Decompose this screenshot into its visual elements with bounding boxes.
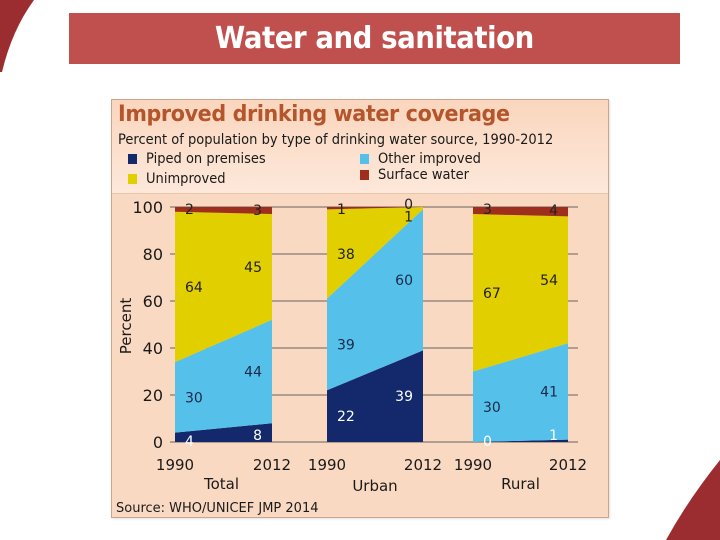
legend-item-surface-water: Surface water bbox=[360, 167, 469, 183]
data-label: 39 bbox=[337, 337, 355, 353]
legend-label: Piped on premises bbox=[146, 151, 266, 167]
area-urban-surface-water bbox=[327, 207, 423, 210]
area-urban-piped-on-premises bbox=[327, 350, 423, 442]
data-label: 0 bbox=[404, 197, 413, 213]
data-label: 30 bbox=[483, 400, 501, 416]
y-axis-label: Percent bbox=[117, 298, 135, 355]
area-total-unimproved bbox=[175, 211, 272, 363]
legend-item-unimproved: Unimproved bbox=[128, 171, 226, 187]
data-label: 8 bbox=[253, 428, 262, 444]
data-label: 3 bbox=[483, 202, 492, 218]
group-label-rural: Rural bbox=[501, 475, 540, 493]
data-label: 0 bbox=[483, 434, 492, 450]
y-tick-label: 40 bbox=[143, 339, 163, 358]
data-label: 64 bbox=[185, 280, 203, 296]
y-tick-label: 100 bbox=[132, 198, 163, 217]
y-tick-label: 20 bbox=[143, 386, 163, 405]
y-tick-label: 60 bbox=[143, 292, 163, 311]
area-total-piped-on-premises bbox=[175, 423, 272, 442]
y-tick-label: 80 bbox=[143, 245, 163, 264]
data-label: 39 bbox=[395, 389, 413, 405]
group-label-urban: Urban bbox=[352, 477, 397, 495]
data-label: 1 bbox=[404, 209, 413, 225]
x-tick-label: 2012 bbox=[404, 456, 442, 474]
chart-header: Improved drinking water coverage Percent… bbox=[112, 100, 608, 194]
group-label-total: Total bbox=[203, 475, 239, 493]
data-label: 60 bbox=[395, 273, 413, 289]
data-label: 38 bbox=[337, 247, 355, 263]
legend-swatch-surface-water bbox=[360, 170, 369, 180]
stacked-areas bbox=[175, 207, 568, 442]
x-tick-label: 1990 bbox=[156, 456, 194, 474]
area-rural-other-improved bbox=[473, 343, 568, 442]
area-total-surface-water bbox=[175, 207, 272, 215]
chart-subtitle: Percent of population by type of drinkin… bbox=[118, 132, 554, 148]
legend-label: Unimproved bbox=[146, 171, 226, 187]
legend-label: Surface water bbox=[378, 167, 470, 183]
x-tick-label: 1990 bbox=[454, 456, 492, 474]
legend-item-other-improved: Other improved bbox=[360, 151, 481, 167]
data-label: 2 bbox=[185, 202, 194, 218]
source-note: Source: WHO/UNICEF JMP 2014 bbox=[116, 501, 318, 516]
area-urban-other-improved bbox=[327, 209, 423, 391]
area-rural-unimproved bbox=[473, 214, 568, 372]
data-label: 41 bbox=[540, 384, 558, 400]
y-tick-label: 0 bbox=[153, 433, 163, 452]
slide-title-bar: Water and sanitation bbox=[69, 13, 680, 64]
data-label: 3 bbox=[253, 203, 262, 219]
area-rural-surface-water bbox=[473, 207, 568, 217]
data-label: 44 bbox=[244, 365, 262, 381]
slide-title: Water and sanitation bbox=[215, 21, 534, 56]
chart-title: Improved drinking water coverage bbox=[118, 102, 510, 127]
x-tick-label: 2012 bbox=[253, 456, 291, 474]
data-label: 67 bbox=[483, 286, 501, 302]
area-total-other-improved bbox=[175, 319, 272, 433]
data-label: 45 bbox=[244, 260, 262, 276]
area-rural-piped-on-premises bbox=[473, 439, 568, 442]
legend-item-piped: Piped on premises bbox=[128, 151, 266, 167]
area-urban-unimproved bbox=[327, 207, 423, 299]
data-label: 4 bbox=[549, 203, 558, 219]
data-label: 1 bbox=[549, 428, 558, 444]
legend-swatch-other-improved bbox=[360, 154, 369, 164]
legend-label: Other improved bbox=[378, 151, 481, 167]
data-label: 1 bbox=[337, 202, 346, 218]
data-label: 4 bbox=[185, 434, 194, 450]
legend-swatch-unimproved bbox=[128, 174, 137, 184]
x-tick-label: 2012 bbox=[549, 456, 587, 474]
data-label: 30 bbox=[185, 390, 203, 406]
legend-swatch-piped bbox=[128, 154, 137, 164]
data-label: 54 bbox=[540, 273, 558, 289]
x-tick-label: 1990 bbox=[308, 456, 346, 474]
data-label: 22 bbox=[337, 409, 355, 425]
